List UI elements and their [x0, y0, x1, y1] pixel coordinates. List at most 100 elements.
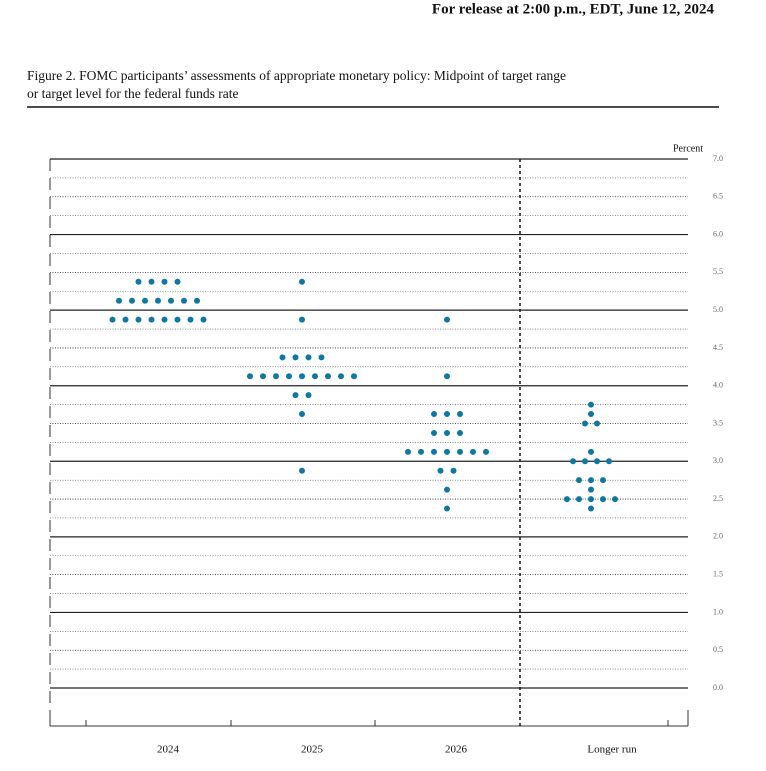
- y-tick-label: 4.5: [713, 343, 723, 352]
- y-tick-label: 2.5: [713, 494, 723, 503]
- dot: [457, 411, 463, 418]
- dot: [286, 373, 292, 380]
- y-tick-label: 4.0: [713, 381, 723, 390]
- dot: [576, 496, 582, 503]
- dot: [444, 373, 450, 380]
- y-tick-label: 0.0: [713, 683, 723, 692]
- x-tick-label: 2025: [301, 744, 324, 756]
- dot: [600, 477, 606, 484]
- dot: [122, 316, 129, 323]
- y-tick-label: 5.5: [713, 267, 723, 276]
- dot: [187, 316, 194, 323]
- dot: [299, 373, 305, 380]
- chart-title: Figure 2. FOMC participants’ assessments…: [27, 68, 566, 83]
- y-tick-label: 0.5: [713, 645, 723, 654]
- dot: [292, 354, 299, 361]
- x-tick-label: 2024: [157, 744, 180, 756]
- y-tick-label: 1.0: [713, 607, 723, 616]
- dot: [444, 411, 450, 418]
- dot: [418, 448, 424, 455]
- y-axis-label: Percent: [673, 143, 703, 154]
- dot: [148, 278, 155, 285]
- y-tick-label: 7.0: [713, 154, 723, 163]
- dot: [299, 316, 305, 323]
- dot: [600, 496, 606, 503]
- dot: [299, 467, 305, 474]
- dot: [279, 354, 286, 361]
- dot: [450, 467, 457, 474]
- dot: [431, 429, 437, 436]
- x-tick-label: Longer run: [587, 744, 637, 756]
- dot: [135, 316, 142, 323]
- dot: [588, 401, 594, 408]
- dot: [200, 316, 207, 323]
- dot: [582, 420, 588, 427]
- dot: [247, 373, 253, 380]
- dot: [405, 448, 411, 455]
- dot: [305, 392, 312, 399]
- dot: [181, 297, 187, 304]
- dot: [588, 411, 594, 418]
- dot: [444, 316, 450, 323]
- dot: [431, 411, 437, 418]
- dot: [299, 278, 305, 285]
- y-tick-label: 3.0: [713, 456, 723, 465]
- dot: [444, 486, 450, 493]
- dot: [594, 458, 600, 465]
- dot: [437, 467, 444, 474]
- y-tick-label: 5.0: [713, 305, 723, 314]
- y-tick-label: 6.0: [713, 229, 723, 238]
- dot: [588, 477, 594, 484]
- dot: [129, 297, 135, 304]
- dot: [594, 420, 600, 427]
- dot: [588, 505, 594, 512]
- dot: [312, 373, 318, 380]
- y-tick-label: 1.5: [713, 569, 723, 578]
- dot: [457, 429, 463, 436]
- dot: [470, 448, 476, 455]
- chart-title: or target level for the federal funds ra…: [27, 86, 239, 101]
- dot: [457, 448, 463, 455]
- dot: [109, 316, 116, 323]
- dot: [161, 316, 168, 323]
- dot: [305, 354, 312, 361]
- dot: [161, 278, 168, 285]
- dot: [444, 505, 450, 512]
- dot: [431, 448, 437, 455]
- dot: [142, 297, 148, 304]
- dot: [351, 373, 357, 380]
- dot: [135, 278, 142, 285]
- dot: [155, 297, 161, 304]
- y-tick-label: 6.5: [713, 192, 723, 201]
- dot: [299, 411, 305, 418]
- dot: [174, 278, 181, 285]
- dot: [168, 297, 174, 304]
- dot: [273, 373, 279, 380]
- dot: [148, 316, 155, 323]
- dot: [612, 496, 618, 503]
- release-note: For release at 2:00 p.m., EDT, June 12, …: [432, 1, 715, 17]
- dot: [606, 458, 612, 465]
- dot: [444, 448, 450, 455]
- dot: [338, 373, 344, 380]
- y-tick-label: 3.5: [713, 418, 723, 427]
- dot: [174, 316, 181, 323]
- dot: [318, 354, 325, 361]
- dot: [116, 297, 122, 304]
- dot: [292, 392, 299, 399]
- dot: [588, 496, 594, 503]
- dot: [483, 448, 489, 455]
- dot: [194, 297, 200, 304]
- dot: [576, 477, 582, 484]
- dot: [325, 373, 331, 380]
- dot: [588, 448, 594, 455]
- dot: [588, 486, 594, 493]
- dot: [444, 429, 450, 436]
- dot: [564, 496, 570, 503]
- y-tick-label: 2.0: [713, 532, 723, 541]
- dot: [582, 458, 588, 465]
- dot: [570, 458, 576, 465]
- x-tick-label: 2026: [445, 744, 468, 756]
- dot: [260, 373, 266, 380]
